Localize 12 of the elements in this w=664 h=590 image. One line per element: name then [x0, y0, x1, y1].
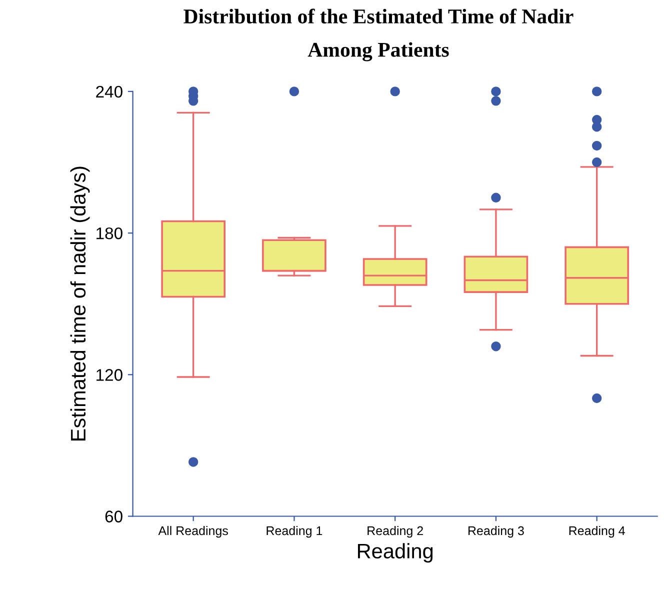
x-tick-label: Reading 1 — [266, 526, 322, 538]
y-tick-label: 180 — [96, 227, 122, 240]
y-tick-label: 60 — [105, 510, 122, 522]
y-axis-title: Estimated time of nadir (days) — [70, 166, 90, 440]
y-tick-label: 120 — [96, 369, 122, 381]
x-tick-label: All Readings — [158, 526, 228, 538]
x-axis-title: Reading — [358, 543, 433, 563]
x-tick-label: Reading 4 — [569, 526, 625, 538]
chart-title: Distribution of the Estimated Time of Nadir Among Patients — [184, 8, 574, 62]
x-tick-label: Reading 3 — [468, 526, 524, 538]
y-tick-label: 240 — [96, 86, 122, 98]
x-tick-label: Reading 2 — [368, 526, 423, 538]
